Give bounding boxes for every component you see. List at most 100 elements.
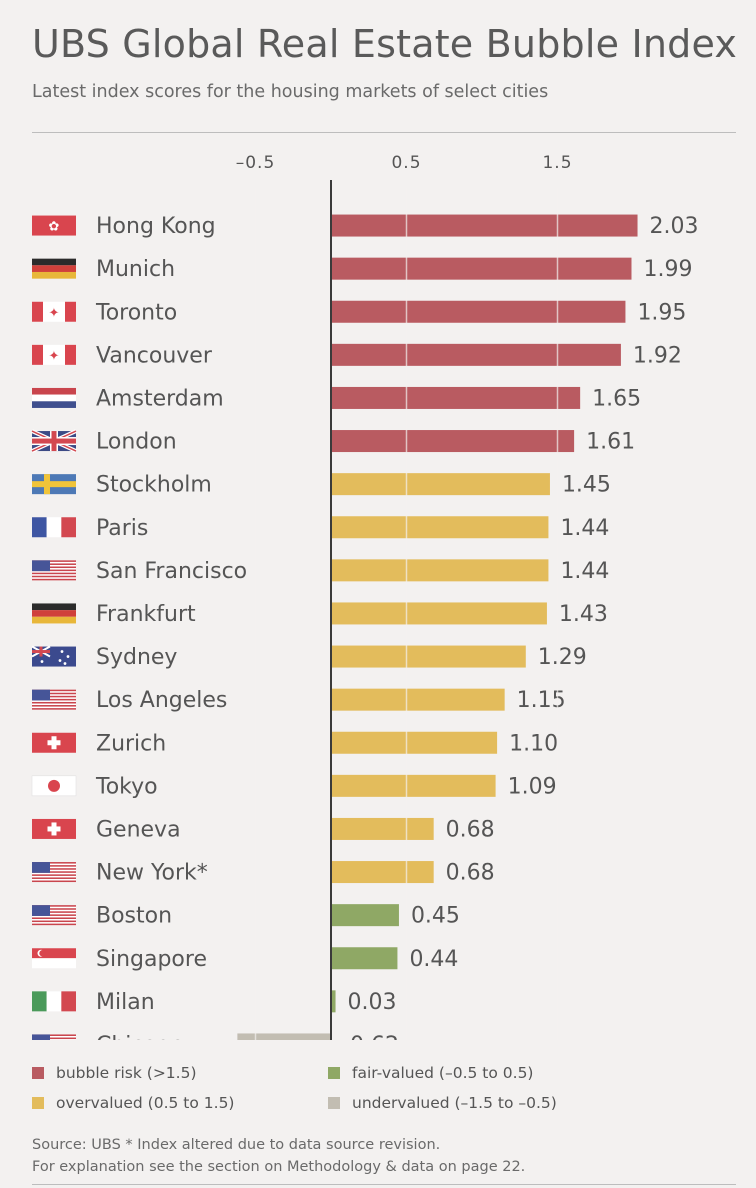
category-label-9: San Francisco	[96, 559, 247, 584]
flag-netherlands-icon	[32, 387, 76, 408]
value-label-2: 1.99	[643, 257, 692, 282]
value-label-1: 2.03	[650, 214, 699, 239]
value-label-6: 1.61	[586, 430, 635, 455]
legend-label: bubble risk (>1.5)	[56, 1064, 197, 1082]
bar-5	[331, 386, 581, 409]
category-label-17: Boston	[96, 904, 172, 929]
legend-label: overvalued (0.5 to 1.5)	[56, 1094, 235, 1112]
svg-text:✦: ✦	[49, 349, 60, 364]
value-label-12: 1.15	[517, 688, 566, 713]
category-label-19: Milan	[96, 990, 155, 1015]
flag-switzerland-icon	[32, 818, 76, 839]
category-label-5: Amsterdam	[96, 386, 224, 411]
bar-11	[331, 645, 526, 668]
bar-3	[331, 300, 626, 323]
category-label-10: Frankfurt	[96, 602, 196, 627]
flag-switzerland-icon	[32, 732, 76, 753]
bar-8	[331, 516, 549, 539]
bar-9	[331, 559, 549, 582]
flag-sweden-icon	[32, 474, 76, 495]
category-label-18: Singapore	[96, 947, 207, 972]
value-label-19: 0.03	[348, 990, 397, 1015]
bar-4	[331, 343, 621, 366]
bar-chart: –0.5 0.5 1.5 ✿ Hong Kong 2.03 Munich 1.99 ✦ Toron…	[31, 153, 699, 1040]
category-label-20: Chicago	[96, 1033, 184, 1040]
bar-18	[331, 947, 398, 970]
legend-swatch-overvalued	[32, 1097, 44, 1109]
legend-item-undervalued: undervalued (–1.5 to –0.5)	[328, 1094, 557, 1112]
value-label-9: 1.44	[560, 559, 609, 584]
value-label-5: 1.65	[592, 386, 641, 411]
category-label-8: Paris	[96, 516, 148, 541]
category-label-14: Tokyo	[95, 774, 158, 799]
value-label-7: 1.45	[562, 473, 611, 498]
value-label-18: 0.44	[409, 947, 458, 972]
value-label-13: 1.10	[509, 731, 558, 756]
chart-title: UBS Global Real Estate Bubble Index	[32, 22, 738, 66]
value-label-4: 1.92	[633, 343, 682, 368]
value-label-14: 1.09	[508, 774, 557, 799]
value-label-20: –0.62	[339, 1033, 399, 1040]
flag-usa-icon	[32, 1034, 76, 1040]
bar-1	[331, 214, 638, 237]
flag-germany-icon	[32, 603, 76, 624]
x-tick-label: 0.5	[391, 153, 421, 173]
value-label-16: 0.68	[446, 861, 495, 886]
flag-uk-icon	[31, 429, 77, 453]
category-label-1: Hong Kong	[96, 214, 216, 239]
bar-19	[331, 990, 336, 1013]
x-tick-label: 1.5	[542, 153, 572, 173]
flag-usa-icon	[32, 560, 76, 581]
flag-france-icon	[32, 517, 76, 538]
top-divider	[32, 132, 736, 133]
flag-canada-icon: ✦	[32, 301, 76, 322]
category-label-16: New York*	[96, 861, 208, 886]
flag-singapore-icon	[32, 948, 76, 969]
bar-14	[331, 774, 496, 797]
legend-label: undervalued (–1.5 to –0.5)	[352, 1094, 557, 1112]
legend-swatch-fair-valued	[328, 1067, 340, 1079]
value-label-15: 0.68	[446, 817, 495, 842]
bar-10	[331, 602, 547, 625]
flag-japan-icon	[31, 775, 77, 797]
svg-text:✿: ✿	[49, 220, 60, 235]
bar-2	[331, 257, 632, 280]
flag-usa-icon	[32, 689, 76, 710]
value-label-10: 1.43	[559, 602, 608, 627]
flag-hong-kong-icon: ✿	[32, 215, 76, 236]
flag-canada-icon: ✦	[32, 344, 76, 365]
flag-usa-icon	[32, 862, 76, 883]
category-label-13: Zurich	[96, 731, 166, 756]
category-label-7: Stockholm	[96, 473, 212, 498]
flag-australia-icon	[31, 645, 76, 667]
bar-6	[331, 430, 575, 453]
value-label-17: 0.45	[411, 904, 460, 929]
category-label-2: Munich	[96, 257, 175, 282]
svg-text:✦: ✦	[49, 306, 60, 321]
chart-subtitle: Latest index scores for the housing mark…	[32, 82, 549, 102]
category-label-6: London	[96, 430, 177, 455]
flag-italy-icon	[32, 991, 76, 1012]
category-label-3: Toronto	[95, 300, 177, 325]
legend-swatch-undervalued	[328, 1097, 340, 1109]
source-note: Source: UBS * Index altered due to data …	[32, 1134, 525, 1178]
legend: bubble risk (>1.5) fair-valued (–0.5 to …	[32, 1064, 732, 1124]
bar-17	[331, 904, 399, 927]
legend-swatch-bubble-risk	[32, 1067, 44, 1079]
bar-16	[331, 861, 434, 884]
bar-7	[331, 473, 550, 496]
category-label-12: Los Angeles	[96, 688, 227, 713]
bar-20	[237, 1033, 331, 1040]
source-line: Source: UBS * Index altered due to data …	[32, 1137, 441, 1153]
category-label-15: Geneva	[96, 817, 181, 842]
legend-item-fair-valued: fair-valued (–0.5 to 0.5)	[328, 1064, 533, 1082]
bar-15	[331, 817, 434, 840]
value-label-3: 1.95	[637, 300, 686, 325]
bottom-divider	[32, 1184, 736, 1185]
x-tick-label: –0.5	[236, 153, 276, 173]
bar-12	[331, 688, 505, 711]
bar-13	[331, 731, 498, 754]
category-label-11: Sydney	[96, 645, 177, 670]
methodology-note: For explanation see the section on Metho…	[32, 1159, 526, 1175]
value-label-8: 1.44	[560, 516, 609, 541]
